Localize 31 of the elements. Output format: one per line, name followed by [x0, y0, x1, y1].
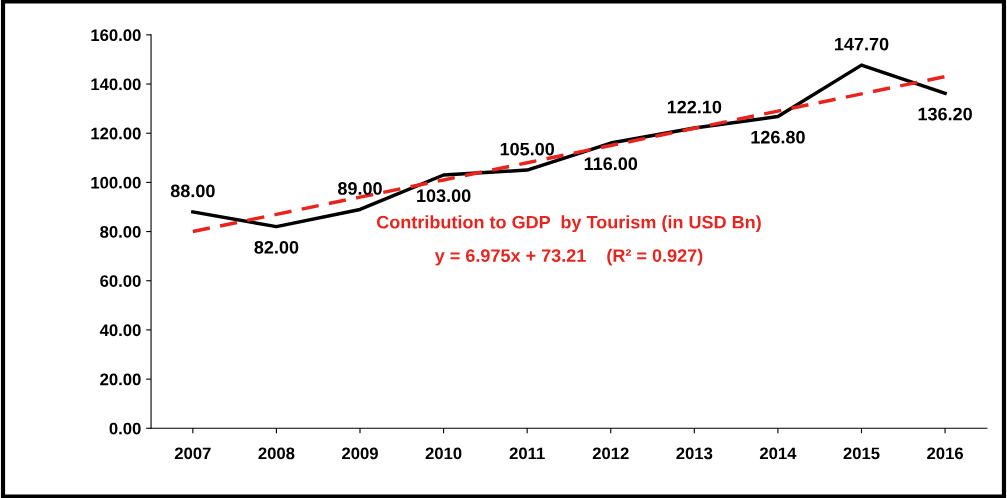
data-label: 147.70	[835, 37, 889, 51]
data-label: 82.00	[254, 240, 299, 254]
x-tick-label: 2012	[592, 447, 629, 460]
y-tick-label: 40.00	[99, 324, 141, 337]
x-tick-label: 2011	[509, 447, 545, 460]
x-tick-label: 2008	[258, 447, 295, 460]
y-tick-label: 120.00	[91, 127, 141, 140]
y-tick-label: 60.00	[100, 275, 141, 287]
data-label: 88.00	[170, 184, 215, 198]
data-label: 105.00	[500, 142, 555, 156]
y-tick-label: 20.00	[100, 373, 141, 386]
x-tick-label: 2010	[425, 447, 462, 460]
data-label: 136.20	[918, 107, 972, 121]
data-label: 122.10	[667, 100, 722, 114]
data-label: 103.00	[417, 189, 471, 203]
y-tick-label: 80.00	[100, 225, 141, 238]
data-label: 126.80	[751, 130, 805, 144]
x-tick-label: 2014	[759, 447, 797, 460]
data-label: 116.00	[584, 157, 638, 171]
x-tick-label: 2015	[843, 447, 880, 460]
y-tick-label: 0.00	[109, 422, 141, 435]
data-label: 89.00	[337, 182, 382, 195]
y-tick-label: 140.00	[91, 78, 141, 91]
annotation: y = 6.975x + 73.21 (R² = 0.927)	[434, 248, 703, 266]
y-tick-label: 160.00	[91, 29, 141, 42]
x-tick-label: 2009	[342, 447, 378, 460]
x-tick-label: 2013	[676, 447, 713, 460]
annotation: Contribution to GDP by Tourism (in USD Bn)	[376, 215, 761, 233]
x-tick-label: 2016	[927, 447, 964, 460]
x-tick-label: 2007	[174, 447, 211, 460]
y-tick-label: 100.00	[91, 176, 141, 189]
